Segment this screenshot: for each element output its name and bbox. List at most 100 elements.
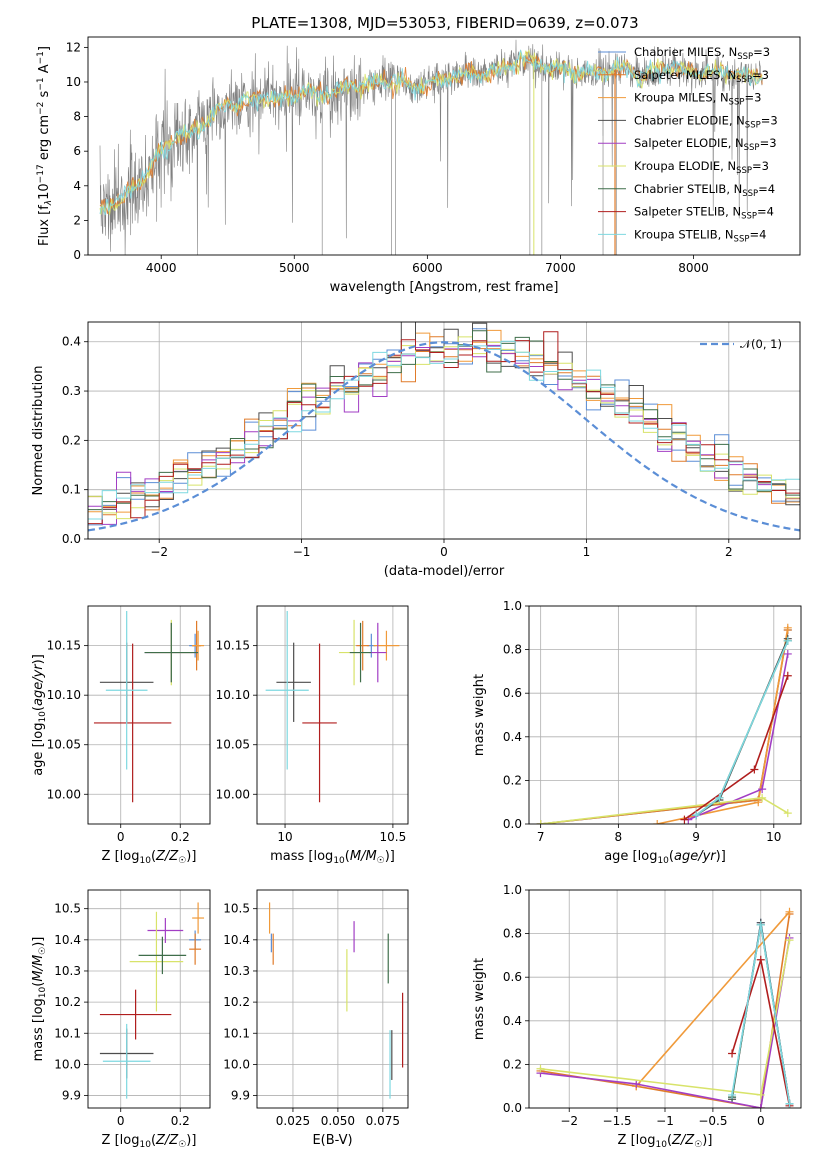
label-part: )] <box>31 654 46 664</box>
x-axis-label: Z [log10(Z/Z☉)] <box>618 1133 713 1150</box>
label-part: Z/Z <box>671 1133 695 1148</box>
label-part: )] <box>31 937 46 947</box>
x-axis-label: Z [log10(Z/Z☉)] <box>102 1133 197 1150</box>
label-part: =4 <box>749 227 766 241</box>
label-part: )] <box>385 849 395 864</box>
label-part: ☉ <box>178 1140 186 1150</box>
label-part: 10 <box>655 1140 667 1150</box>
weight-marker <box>536 1064 545 1073</box>
label-part: Flux [f <box>37 205 52 246</box>
grid <box>257 890 408 1108</box>
label-part: mass [log <box>270 849 333 864</box>
x-tick-label: 7 <box>537 830 545 844</box>
y-tick-label: 10.15 <box>47 639 81 653</box>
label-part: age [log <box>604 849 657 864</box>
plot-area <box>268 902 404 1099</box>
x-tick-label: 2 <box>725 545 733 559</box>
label-part: ( <box>345 849 350 864</box>
label-part: ☉ <box>377 856 385 866</box>
y-tick-label: 0.8 <box>503 643 522 657</box>
panel-mass_vs_EBV: 0.025 0.050 0.075 9.9 10.0 10.1 10.2 10.3 10.4 10… <box>223 889 409 1148</box>
plot-area <box>536 623 792 824</box>
ticks: 0.025 0.050 0.075 9.9 10.0 10.1 10.2 10.3 10.4 10… <box>223 902 400 1128</box>
label-part: erg cm <box>37 115 52 164</box>
weight-marker <box>785 907 794 916</box>
ticks: 4000 5000 6000 7000 8000 0 2 4 6 8 10 12 <box>66 40 709 275</box>
label-part: 10 <box>37 183 52 200</box>
label-part: =3 <box>761 113 778 127</box>
x-tick-label: 10 <box>277 830 292 844</box>
label-part: Salpeter STELIB, N <box>634 205 741 219</box>
plot-area <box>265 610 400 803</box>
weight-marker <box>785 1099 794 1108</box>
y-tick-label: 10.10 <box>47 688 81 702</box>
ticks: 7 8 9 10 0.0 0.2 0.4 0.6 0.8 1.0 <box>503 599 782 844</box>
weight-marker <box>653 820 662 824</box>
label-part: SSP <box>742 189 758 199</box>
y-tick-label: 1.0 <box>503 883 522 897</box>
label-part: M/M <box>350 849 377 864</box>
y-tick-label: 0.1 <box>62 483 81 497</box>
y-tick-label: 10.10 <box>216 688 250 702</box>
label-part: A <box>37 64 52 77</box>
figure-title: PLATE=1308, MJD=53053, FIBERID=0639, z=0… <box>251 14 638 32</box>
x-tick-label: −2 <box>560 1114 578 1128</box>
label-part: ( <box>31 706 46 711</box>
label-part: =3 <box>752 68 769 82</box>
hist-series-3 <box>88 322 800 510</box>
legend-label: Chabrier STELIB, NSSP=4 <box>634 182 775 199</box>
label-part: SSP <box>737 52 753 62</box>
axes-frame <box>87 321 801 540</box>
weight-marker <box>728 1049 737 1058</box>
label-part: SSP <box>736 166 752 176</box>
axes-frame <box>87 605 211 825</box>
axes-frame <box>528 605 802 825</box>
label-part: =3 <box>753 45 770 59</box>
y-axis-label: mass weight <box>472 674 487 756</box>
y-tick-label: 10.3 <box>223 964 250 978</box>
x-tick-label: 0.075 <box>366 1114 400 1128</box>
y-axis-label: mass weight <box>472 958 487 1040</box>
x-tick-label: 8000 <box>678 261 709 275</box>
x-axis-label: Z [log10(Z/Z☉)] <box>102 849 197 866</box>
y-tick-label: 0.6 <box>503 970 522 984</box>
y-tick-label: 10.05 <box>47 738 81 752</box>
y-tick-label: 0.2 <box>62 433 81 447</box>
label-part: )] <box>186 849 196 864</box>
label-part: =3 <box>744 91 761 105</box>
label-part: SSP <box>745 120 761 130</box>
plot-area <box>88 322 800 532</box>
weight-marker <box>756 1090 765 1099</box>
legend-label: Salpeter MILES, NSSP=3 <box>634 68 769 85</box>
label-part: ☉ <box>178 856 186 866</box>
y-tick-label: 0.4 <box>503 1014 522 1028</box>
x-tick-label: 9 <box>692 830 700 844</box>
label-part: SSP <box>744 143 760 153</box>
label-part: age/yr <box>674 849 717 864</box>
y-axis-label: age [log10(age/yr)] <box>31 654 48 776</box>
x-tick-label: 10 <box>766 830 781 844</box>
label-part: 10 <box>139 856 151 866</box>
ticks: 0 0.2 9.9 10.0 10.1 10.2 10.3 10.4 10.5 <box>54 902 190 1128</box>
panel-spectrum: 4000 5000 6000 7000 8000 0 2 4 6 8 10 12 Chabrier MI… <box>36 36 801 295</box>
label-part: SSP <box>741 212 757 222</box>
weight-marker <box>783 623 792 632</box>
weight-line-7 <box>683 675 789 821</box>
y-tick-label: 1.0 <box>503 599 522 613</box>
x-tick-label: 7000 <box>545 261 576 275</box>
label-part: Z/Z <box>155 1133 179 1148</box>
label-part: )] <box>716 849 726 864</box>
y-tick-label: 10.0 <box>54 1057 81 1071</box>
x-axis-label: age [log10(age/yr)] <box>604 849 726 866</box>
y-tick-label: 4 <box>73 179 81 193</box>
x-axis-label: (data-model)/error <box>384 564 505 579</box>
label-part: Chabrier ELODIE, N <box>634 113 745 127</box>
x-tick-label: 1 <box>583 545 591 559</box>
plot-area <box>99 39 763 255</box>
hist-legend: 𝒩(0, 1) <box>700 337 782 351</box>
x-tick-label: 10.5 <box>380 830 407 844</box>
